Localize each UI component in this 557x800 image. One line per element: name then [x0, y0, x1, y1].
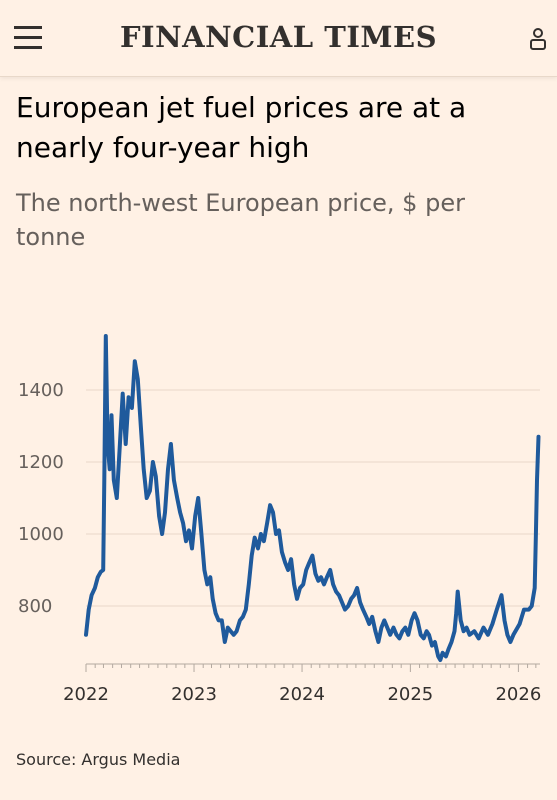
y-tick-label: 1200	[18, 452, 64, 473]
x-tick-label: 2025	[387, 684, 433, 705]
brand-logo[interactable]: FINANCIAL TIMES	[119, 20, 438, 54]
line-chart: 800 1000 1200 1400 2022 2023 2024 2025 2026	[18, 334, 541, 705]
top-nav-bar: FINANCIAL TIMES	[0, 0, 557, 77]
line-layer	[84, 334, 541, 662]
grid-layer	[86, 389, 540, 607]
series-line-0	[84, 334, 541, 662]
y-tick-label: 1400	[18, 380, 64, 401]
x-tick-label: 2026	[495, 684, 541, 705]
x-tick-label: 2022	[63, 684, 109, 705]
source-note: Source: Argus Media	[16, 750, 181, 769]
y-tick-label: 1000	[18, 524, 64, 545]
user-account-icon[interactable]	[528, 27, 548, 51]
hamburger-menu-icon[interactable]	[14, 26, 42, 50]
chart-subtitle: The north-west European price, $ per ton…	[16, 189, 465, 251]
x-tick-label: 2024	[279, 684, 325, 705]
axis-layer: 800 1000 1200 1400 2022 2023 2024 2025 2026	[18, 380, 541, 705]
chart-title: European jet fuel prices are at a nearly…	[16, 91, 467, 164]
x-tick-label: 2023	[171, 684, 217, 705]
y-tick-label: 800	[18, 596, 52, 617]
